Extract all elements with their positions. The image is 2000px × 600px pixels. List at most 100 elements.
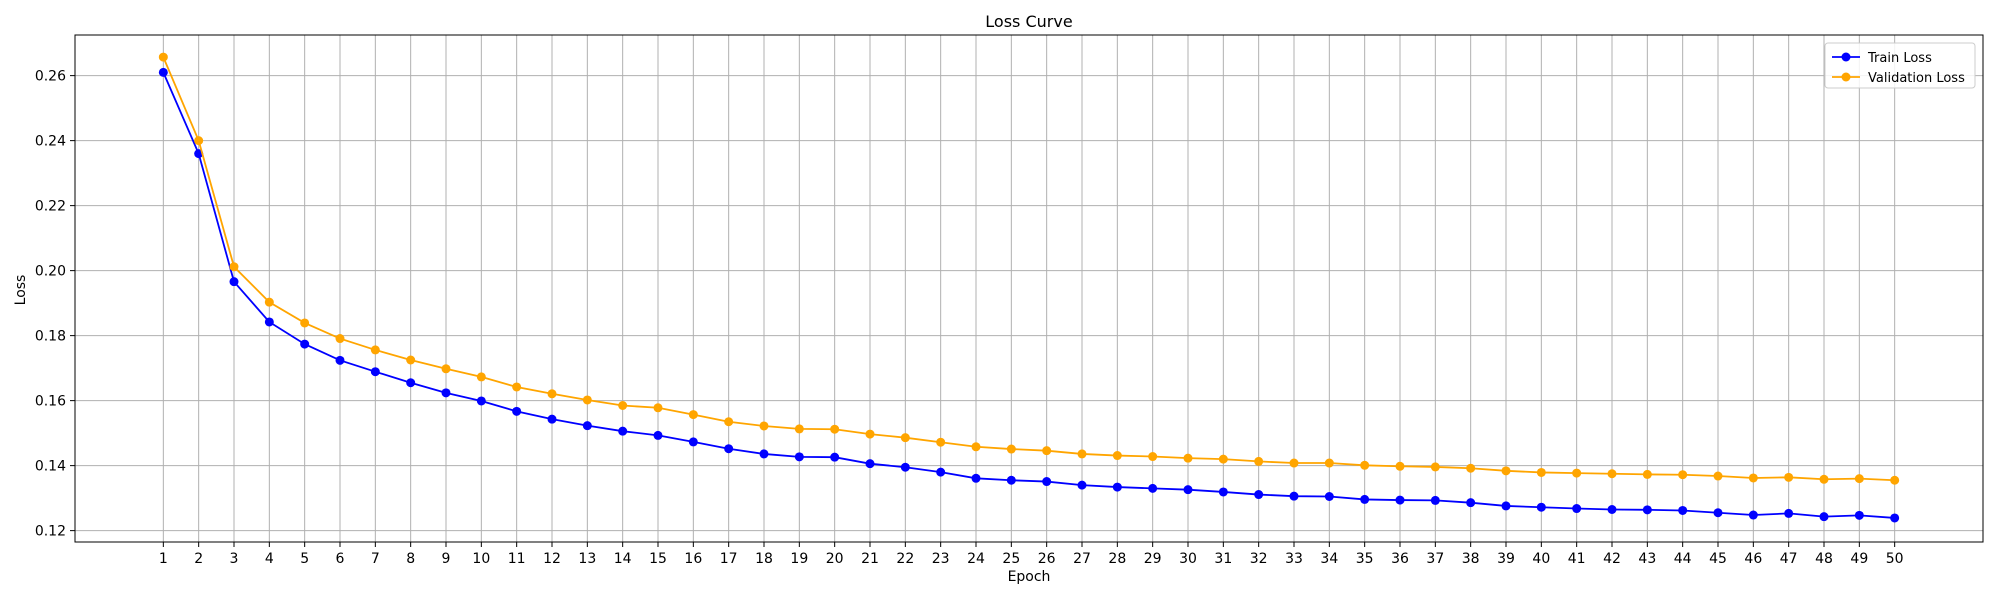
data-point xyxy=(1642,469,1652,479)
data-point xyxy=(1006,475,1016,485)
data-point xyxy=(1289,491,1299,501)
data-point xyxy=(724,444,734,454)
data-point xyxy=(1324,492,1334,501)
data-point xyxy=(158,52,168,62)
data-point xyxy=(512,382,522,392)
x-tick-label: 23 xyxy=(932,551,950,567)
data-point xyxy=(1890,513,1900,523)
data-point xyxy=(1395,461,1405,471)
y-tick-label: 0.22 xyxy=(35,199,66,215)
data-point xyxy=(1819,512,1829,522)
data-point xyxy=(618,401,628,410)
data-point xyxy=(971,442,981,452)
data-point xyxy=(1183,453,1193,463)
legend-swatch-marker xyxy=(1841,52,1851,62)
x-tick-label: 48 xyxy=(1815,551,1833,567)
data-point xyxy=(1112,482,1122,492)
x-tick-label: 12 xyxy=(543,551,561,567)
data-point xyxy=(1713,508,1723,518)
x-tick-label: 46 xyxy=(1744,551,1762,567)
plot-frame xyxy=(74,34,1984,543)
data-point xyxy=(264,297,274,307)
x-tick-label: 19 xyxy=(790,551,808,567)
x-axis-title: Epoch xyxy=(1008,569,1051,585)
data-point xyxy=(1430,462,1440,472)
y-tick-label: 0.26 xyxy=(35,69,66,85)
data-point xyxy=(1430,495,1440,505)
data-point xyxy=(229,277,239,287)
x-tick-label: 29 xyxy=(1144,551,1162,567)
data-point xyxy=(1112,451,1122,461)
x-axis-ticks: 1 2 3 4 5 6 7 8 9 10 11 12 13 14 15 16 17 18 19 20 21 22 23 24 2… xyxy=(159,542,1904,567)
data-point xyxy=(688,410,698,420)
data-point xyxy=(512,406,522,416)
data-point xyxy=(406,355,416,365)
data-point xyxy=(1218,454,1228,464)
data-point xyxy=(794,424,804,434)
legend-label: Train Loss xyxy=(1867,51,1932,66)
x-tick-label: 49 xyxy=(1850,551,1868,567)
series-line xyxy=(162,56,1895,482)
data-point xyxy=(1642,505,1652,515)
x-tick-label: 30 xyxy=(1179,551,1197,567)
data-point xyxy=(1890,475,1900,485)
data-point xyxy=(1466,463,1476,473)
x-tick-label: 25 xyxy=(1002,551,1020,567)
data-point xyxy=(900,433,910,443)
x-tick-label: 44 xyxy=(1674,551,1692,567)
x-tick-label: 45 xyxy=(1709,551,1727,567)
data-point xyxy=(759,449,769,459)
data-point xyxy=(1784,508,1794,518)
y-tick-label: 0.12 xyxy=(35,524,66,540)
x-tick-label: 5 xyxy=(300,551,309,567)
series-train-loss xyxy=(158,67,1900,523)
x-tick-label: 15 xyxy=(649,551,667,567)
data-point xyxy=(476,396,486,406)
data-point xyxy=(547,389,557,399)
data-point xyxy=(476,372,486,382)
x-tick-label: 6 xyxy=(336,551,345,567)
data-point xyxy=(300,339,310,349)
x-tick-label: 40 xyxy=(1532,551,1550,567)
series-line xyxy=(162,72,1895,519)
data-point xyxy=(1501,466,1511,476)
data-point xyxy=(1607,469,1617,479)
data-point xyxy=(1607,505,1617,514)
data-point xyxy=(830,452,840,462)
data-point xyxy=(264,317,274,327)
data-point xyxy=(724,417,734,427)
x-tick-label: 43 xyxy=(1638,551,1656,567)
data-point xyxy=(936,467,946,477)
data-point xyxy=(1395,495,1405,505)
x-tick-label: 20 xyxy=(826,551,844,567)
data-point xyxy=(900,462,910,472)
data-point xyxy=(653,430,663,440)
x-tick-label: 38 xyxy=(1462,551,1480,567)
x-tick-label: 7 xyxy=(371,551,380,567)
x-tick-label: 3 xyxy=(230,551,239,567)
data-point xyxy=(194,136,204,146)
x-tick-label: 27 xyxy=(1073,551,1091,567)
data-point xyxy=(794,452,804,462)
data-point xyxy=(1678,505,1688,515)
legend-label: Validation Loss xyxy=(1868,71,1965,86)
data-point xyxy=(1536,502,1546,512)
data-point xyxy=(865,459,875,469)
y-tick-label: 0.20 xyxy=(35,264,66,280)
data-point xyxy=(441,364,451,374)
x-tick-label: 22 xyxy=(896,551,914,567)
x-tick-label: 13 xyxy=(578,551,596,567)
x-tick-label: 18 xyxy=(755,551,773,567)
data-point xyxy=(653,403,663,413)
grid-lines xyxy=(75,35,1983,542)
y-tick-label: 0.14 xyxy=(35,459,66,475)
data-point xyxy=(1077,449,1087,459)
data-point xyxy=(618,426,628,436)
data-point xyxy=(441,388,451,398)
y-axis-title: Loss xyxy=(13,275,29,306)
data-point xyxy=(865,429,875,439)
x-tick-label: 17 xyxy=(720,551,738,567)
data-point xyxy=(688,437,698,447)
